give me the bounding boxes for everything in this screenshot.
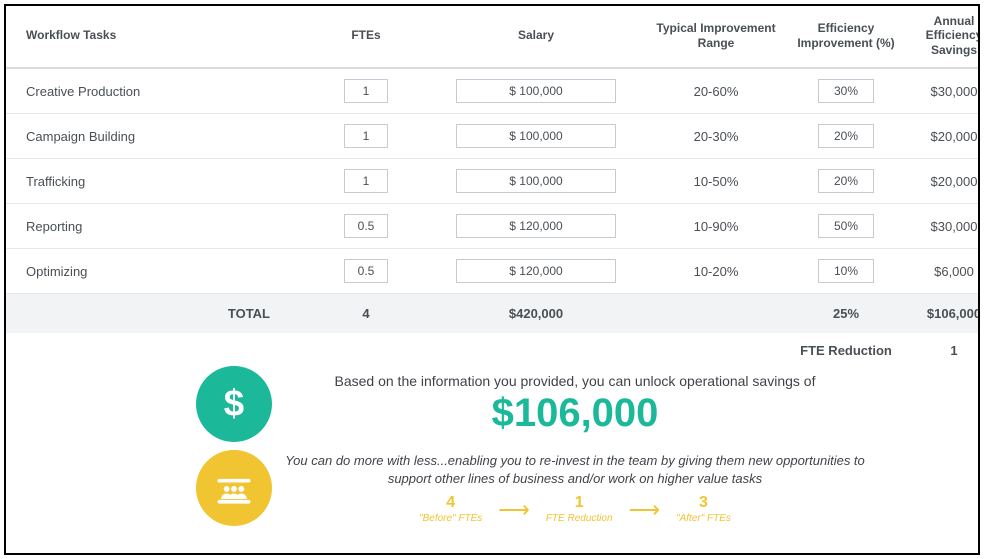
task-label: Trafficking xyxy=(26,174,306,189)
fte-input[interactable] xyxy=(344,169,388,193)
col-header-tasks: Workflow Tasks xyxy=(26,28,306,42)
workflow-table: Workflow Tasks FTEs Salary Typical Impro… xyxy=(6,6,978,366)
table-row: Campaign Building 20-30% $20,000 xyxy=(6,114,978,159)
arrow-right-icon: ⟶ xyxy=(498,499,530,521)
fte-flow: 4 "Before" FTEs ⟶ 1 FTE Reduction ⟶ 3 "A… xyxy=(272,495,878,524)
savings-label: $20,000 xyxy=(906,174,980,189)
salary-input[interactable] xyxy=(456,214,616,238)
result-lead-text: Based on the information you provided, y… xyxy=(272,373,878,389)
table-total-row: TOTAL 4 $420,000 25% $106,000 xyxy=(6,294,978,333)
dollar-icon: $ xyxy=(196,366,272,442)
task-label: Campaign Building xyxy=(26,129,306,144)
col-header-savings: Annual Efficiency Savings xyxy=(906,14,980,57)
savings-label: $6,000 xyxy=(906,264,980,279)
flow-mid-num: 1 xyxy=(546,495,613,511)
col-header-salary: Salary xyxy=(426,28,646,42)
people-icon xyxy=(196,450,272,526)
fte-input[interactable] xyxy=(344,214,388,238)
result-amount: $106,000 xyxy=(272,391,878,436)
savings-label: $20,000 xyxy=(906,129,980,144)
col-header-efficiency: Efficiency Improvement (%) xyxy=(786,21,906,50)
fte-reduction-value: 1 xyxy=(906,343,980,358)
table-header-row: Workflow Tasks FTEs Salary Typical Impro… xyxy=(6,6,978,69)
savings-label: $30,000 xyxy=(906,219,980,234)
efficiency-input[interactable] xyxy=(818,124,874,148)
result-italic-text: You can do more with less...enabling you… xyxy=(272,452,878,487)
efficiency-input[interactable] xyxy=(818,169,874,193)
flow-before-num: 4 xyxy=(419,495,482,511)
total-label: TOTAL xyxy=(26,306,306,321)
total-fte: 4 xyxy=(306,306,426,321)
fte-reduction-row: FTE Reduction 1 xyxy=(6,333,978,366)
col-header-range: Typical Improvement Range xyxy=(646,21,786,50)
table-row: Creative Production 20-60% $30,000 xyxy=(6,69,978,114)
total-efficiency: 25% xyxy=(786,306,906,321)
flow-after-num: 3 xyxy=(676,495,731,511)
range-label: 10-20% xyxy=(646,264,786,279)
efficiency-input[interactable] xyxy=(818,79,874,103)
arrow-right-icon: ⟶ xyxy=(629,499,661,521)
salary-input[interactable] xyxy=(456,124,616,148)
task-label: Optimizing xyxy=(26,264,306,279)
fte-reduction-label: FTE Reduction xyxy=(786,343,906,358)
fte-input[interactable] xyxy=(344,79,388,103)
table-row: Trafficking 10-50% $20,000 xyxy=(6,159,978,204)
range-label: 10-50% xyxy=(646,174,786,189)
result-savings-row: $ Based on the information you provided,… xyxy=(26,366,958,442)
col-header-ftes: FTEs xyxy=(306,28,426,42)
result-panel: $ Based on the information you provided,… xyxy=(6,366,978,534)
salary-input[interactable] xyxy=(456,259,616,283)
fte-input[interactable] xyxy=(344,259,388,283)
table-row: Optimizing 10-20% $6,000 xyxy=(6,249,978,294)
flow-before-lbl: "Before" FTEs xyxy=(419,513,482,524)
efficiency-input[interactable] xyxy=(818,214,874,238)
range-label: 20-30% xyxy=(646,129,786,144)
range-label: 20-60% xyxy=(646,84,786,99)
range-label: 10-90% xyxy=(646,219,786,234)
flow-after: 3 "After" FTEs xyxy=(676,495,731,524)
result-reinvest-row: You can do more with less...enabling you… xyxy=(26,450,958,526)
fte-input[interactable] xyxy=(344,124,388,148)
flow-mid-lbl: FTE Reduction xyxy=(546,513,613,524)
efficiency-input[interactable] xyxy=(818,259,874,283)
total-savings: $106,000 xyxy=(906,306,980,321)
task-label: Creative Production xyxy=(26,84,306,99)
total-salary: $420,000 xyxy=(426,306,646,321)
flow-before: 4 "Before" FTEs xyxy=(419,495,482,524)
savings-label: $30,000 xyxy=(906,84,980,99)
salary-input[interactable] xyxy=(456,169,616,193)
calculator-frame: Workflow Tasks FTEs Salary Typical Impro… xyxy=(4,4,980,555)
flow-reduction: 1 FTE Reduction xyxy=(546,495,613,524)
flow-after-lbl: "After" FTEs xyxy=(676,513,731,524)
svg-text:$: $ xyxy=(224,384,244,424)
salary-input[interactable] xyxy=(456,79,616,103)
task-label: Reporting xyxy=(26,219,306,234)
table-row: Reporting 10-90% $30,000 xyxy=(6,204,978,249)
